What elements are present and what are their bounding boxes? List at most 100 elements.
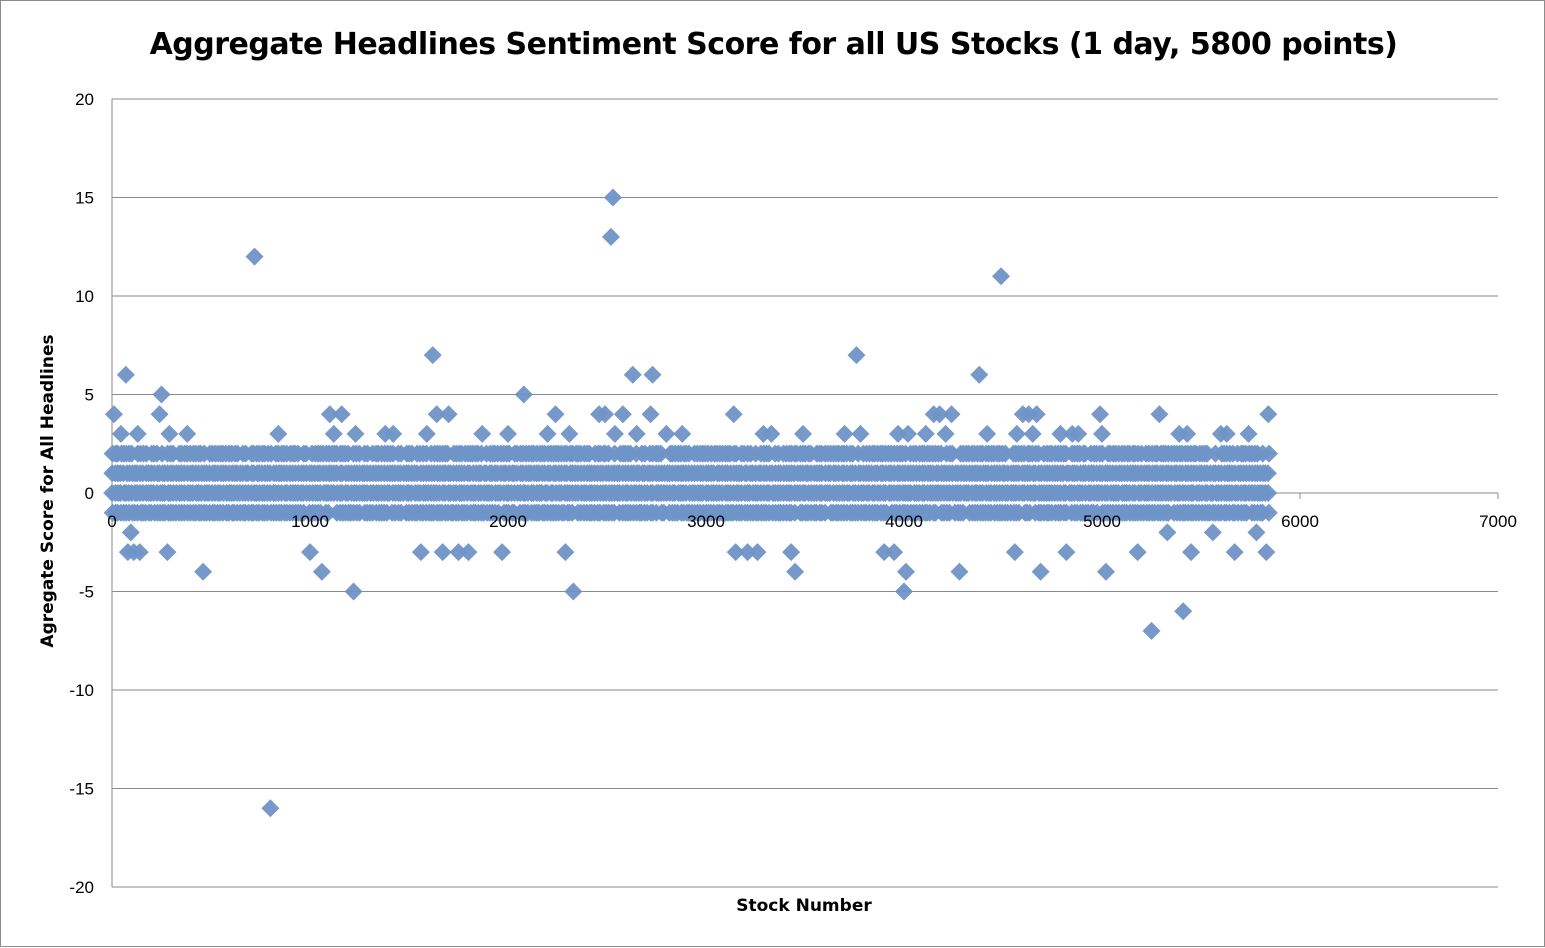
data-point: [1217, 424, 1236, 443]
x-tick-label: 3000: [687, 512, 725, 531]
x-tick-label: 0: [107, 512, 116, 531]
x-tick-label: 4000: [885, 512, 923, 531]
data-point: [1258, 464, 1277, 483]
data-point: [1093, 424, 1111, 443]
data-point: [423, 346, 442, 365]
data-point: [344, 582, 363, 601]
data-point: [417, 424, 436, 443]
data-point: [473, 424, 492, 443]
data-point: [1150, 405, 1169, 424]
y-axis-title: Agregate Score for All Headlines: [38, 334, 58, 647]
data-point: [160, 424, 179, 443]
y-tick-label: 20: [75, 90, 94, 109]
data-point: [978, 424, 997, 443]
data-point: [111, 424, 130, 443]
data-point: [627, 424, 646, 443]
y-tick-label: 0: [85, 484, 94, 503]
data-point: [851, 424, 870, 443]
data-point: [560, 424, 579, 443]
data-point: [889, 424, 908, 443]
data-point: [603, 188, 622, 207]
data-point: [556, 543, 575, 562]
data-point: [178, 424, 197, 443]
x-tick-label: 7000: [1479, 512, 1517, 531]
data-point: [150, 405, 169, 424]
data-point: [1203, 523, 1222, 542]
data-point: [1182, 543, 1201, 562]
data-point: [1057, 543, 1076, 562]
data-point: [320, 405, 339, 424]
data-point: [1051, 424, 1070, 443]
data-point: [427, 405, 446, 424]
data-point: [411, 543, 430, 562]
data-point: [269, 424, 288, 443]
y-tick-label: -5: [79, 583, 94, 602]
data-point: [1259, 484, 1278, 502]
tick-labels: 20 15 10 5 0 -5 -10 -15 -20 0 1000 2000 3000 4000 5000…: [69, 90, 1516, 897]
data-point: [546, 405, 565, 424]
y-tick-label: -10: [69, 681, 94, 700]
data-point: [1260, 444, 1279, 463]
data-point: [121, 523, 140, 542]
data-point: [726, 543, 745, 562]
y-tick-label: 10: [75, 287, 94, 306]
data-point: [449, 543, 468, 562]
data-point: [936, 424, 955, 443]
data-point: [1259, 503, 1278, 522]
data-point: [641, 405, 660, 424]
data-point: [1259, 405, 1278, 424]
gridlines: [112, 98, 1498, 888]
data-point: [782, 543, 801, 562]
data-point: [104, 405, 123, 424]
data-point: [1247, 523, 1266, 542]
data-point: [1096, 562, 1115, 581]
x-tick-label: 2000: [489, 512, 527, 531]
data-point: [1239, 424, 1258, 443]
data-point: [152, 385, 171, 404]
data-point: [1069, 424, 1088, 443]
chart-title: Aggregate Headlines Sentiment Score for …: [149, 27, 1398, 62]
data-point: [499, 424, 517, 443]
data-point: [106, 444, 125, 463]
data-point: [835, 424, 854, 443]
y-tick-label: 15: [75, 189, 94, 208]
data-point: [950, 562, 969, 581]
data-point: [1128, 543, 1147, 562]
data-point: [623, 365, 642, 384]
data-point: [1091, 405, 1110, 424]
data-point: [613, 405, 632, 424]
y-tick-label: -20: [69, 878, 94, 897]
data-point: [301, 543, 319, 562]
data-point: [312, 562, 331, 581]
data-point: [651, 444, 670, 463]
data-point: [1007, 424, 1026, 443]
data-point: [643, 365, 662, 384]
data-point: [1158, 523, 1177, 542]
data-point: [1174, 602, 1193, 621]
data-point: [128, 424, 147, 443]
data-point: [596, 405, 615, 424]
data-point: [116, 365, 135, 384]
data-point: [384, 424, 403, 443]
data-point: [261, 799, 280, 818]
data-point: [896, 562, 915, 581]
x-tick-label: 6000: [1281, 512, 1319, 531]
data-point: [433, 543, 452, 562]
data-point: [1027, 405, 1046, 424]
data-point: [930, 405, 949, 424]
data-point: [514, 385, 533, 404]
data-point: [1257, 543, 1276, 562]
data-point: [875, 543, 894, 562]
data-point: [601, 227, 620, 246]
data-point: [885, 543, 904, 562]
data-point: [992, 267, 1011, 286]
data-point: [130, 543, 149, 562]
data-point: [738, 543, 757, 562]
x-axis-title: Stock Number: [736, 896, 872, 916]
y-tick-label: 5: [85, 386, 94, 405]
data-point: [538, 424, 557, 443]
data-point: [332, 405, 351, 424]
x-tick-label: 1000: [291, 512, 329, 531]
